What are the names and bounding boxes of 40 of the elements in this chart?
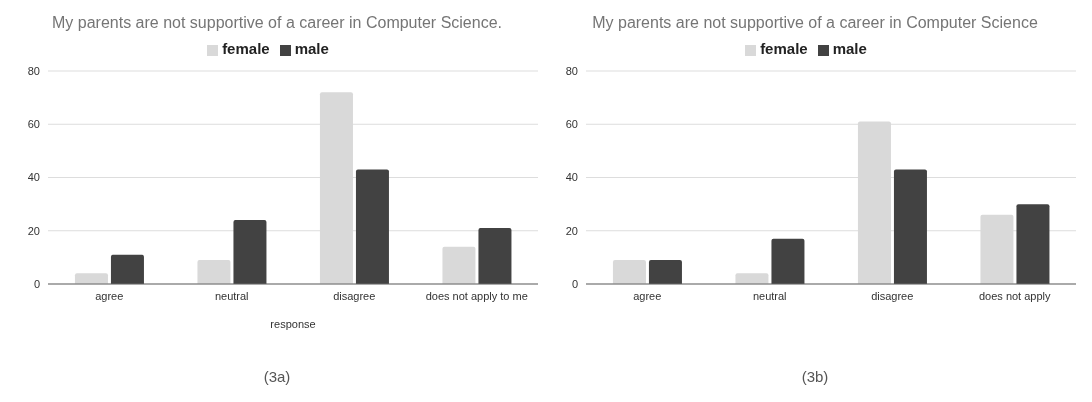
x-tick-label: neutral xyxy=(752,289,787,302)
bar xyxy=(735,273,769,284)
text: (3a) xyxy=(262,368,292,385)
y-tick-label: 0 xyxy=(33,277,40,290)
bar xyxy=(442,246,476,284)
bar xyxy=(478,228,512,284)
y-tick-label: 80 xyxy=(565,64,578,77)
x-axis-title: response xyxy=(270,318,316,330)
bar xyxy=(771,238,805,284)
x-tick-label: disagree xyxy=(871,289,914,302)
bar xyxy=(648,260,682,284)
y-tick-label: 60 xyxy=(565,118,578,131)
x-tick-label: agree xyxy=(633,289,662,302)
bar xyxy=(355,169,389,284)
legend-label: female xyxy=(760,40,808,57)
y-tick-label: 40 xyxy=(27,171,40,184)
bar xyxy=(612,260,646,284)
bar xyxy=(1016,204,1050,284)
legend-label: female xyxy=(222,40,270,57)
bar xyxy=(110,254,144,284)
y-tick-label: 20 xyxy=(27,224,40,237)
chart-title: My parents are not supportive of a career in Computer Science. xyxy=(51,14,503,32)
bar xyxy=(197,260,231,284)
legend-label: male xyxy=(294,40,329,57)
text: (3b) xyxy=(800,368,830,385)
bar xyxy=(233,220,267,284)
legend-label: male xyxy=(832,40,867,57)
bar xyxy=(893,169,927,284)
chart-title: My parents are not supportive of a career in Computer Science xyxy=(591,14,1039,32)
x-tick-label: disagree xyxy=(333,289,376,302)
y-tick-label: 20 xyxy=(565,224,578,237)
y-tick-label: 80 xyxy=(27,64,40,77)
x-tick-label: agree xyxy=(95,289,124,302)
x-tick-label: neutral xyxy=(214,289,249,302)
y-tick-label: 40 xyxy=(565,171,578,184)
bar xyxy=(74,273,108,284)
x-tick-label: does not apply to me xyxy=(425,289,528,302)
y-tick-label: 0 xyxy=(571,277,578,290)
y-tick-label: 60 xyxy=(27,118,40,131)
x-tick-label: does not apply xyxy=(978,289,1052,302)
